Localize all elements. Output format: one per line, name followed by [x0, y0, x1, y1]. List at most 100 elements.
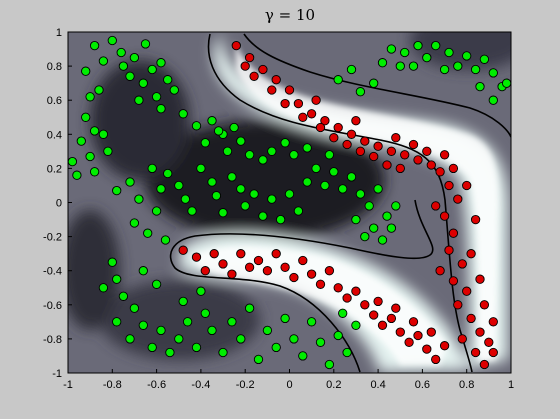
red-point-4 [284, 85, 295, 95]
green-point-124 [346, 64, 357, 75]
y-tick-label-9: -0.8 [43, 334, 62, 346]
red-point-63 [209, 249, 219, 259]
green-point-44 [134, 194, 144, 204]
red-point-5 [293, 98, 304, 109]
red-point-41 [448, 276, 459, 286]
green-point-37 [267, 146, 277, 156]
red-point-31 [408, 139, 419, 150]
y-tick-label-5: 0 [56, 198, 62, 210]
red-point-53 [475, 274, 485, 284]
green-point-20 [76, 136, 86, 146]
green-point-42 [112, 185, 122, 196]
green-point-81 [324, 150, 335, 160]
red-point-45 [475, 327, 485, 337]
x-tick-label-5: 0 [286, 379, 292, 391]
green-point-122 [151, 279, 162, 289]
green-point-28 [178, 109, 188, 119]
green-point-36 [258, 155, 268, 165]
green-point-64 [293, 206, 304, 216]
green-point-6 [140, 39, 151, 49]
green-point-143 [413, 40, 423, 51]
y-axis: 1 0.8 0.6 0.4 0.2 0 -0.2 -0.4 -0.6 -0.8 -1 [43, 27, 72, 380]
green-point-5 [129, 52, 140, 63]
green-point-69 [338, 184, 348, 194]
red-point-92 [426, 327, 436, 337]
green-point-71 [355, 189, 366, 199]
green-point-48 [151, 206, 162, 216]
green-point-141 [475, 81, 485, 92]
green-point-1 [89, 40, 100, 51]
green-point-88 [98, 283, 109, 293]
green-point-98 [182, 317, 193, 327]
green-point-116 [342, 347, 352, 358]
green-point-35 [244, 150, 255, 160]
green-point-132 [444, 47, 454, 58]
green-point-45 [147, 163, 157, 174]
red-point-40 [457, 259, 467, 269]
green-point-7 [147, 64, 157, 75]
green-point-91 [112, 317, 122, 327]
green-point-142 [439, 64, 450, 75]
green-point-137 [488, 68, 498, 78]
green-point-77 [360, 231, 370, 242]
red-point-48 [479, 359, 490, 370]
red-point-15 [426, 160, 436, 170]
red-point-51 [470, 214, 481, 225]
red-point-26 [395, 163, 405, 174]
green-point-78 [377, 235, 388, 245]
green-point-82 [302, 143, 312, 153]
green-point-119 [178, 296, 188, 307]
green-point-3 [107, 35, 117, 46]
green-point-30 [207, 116, 217, 126]
green-point-53 [207, 177, 217, 187]
green-point-106 [253, 354, 264, 365]
red-point-81 [369, 310, 379, 320]
red-point-55 [488, 317, 498, 327]
x-tick-label-6: 0.2 [326, 379, 341, 391]
green-point-4 [116, 47, 126, 58]
green-point-0 [81, 66, 91, 76]
green-point-59 [249, 189, 259, 199]
green-point-14 [134, 95, 144, 105]
green-point-10 [169, 85, 179, 95]
green-point-22 [103, 146, 113, 156]
green-point-131 [431, 40, 441, 51]
x-tick-label-8: 0.6 [415, 379, 430, 391]
red-point-73 [298, 255, 308, 266]
green-point-103 [227, 317, 237, 327]
green-point-115 [333, 330, 343, 341]
decision-boundary-upper [243, 33, 511, 138]
green-point-130 [422, 52, 432, 63]
green-point-27 [156, 104, 166, 114]
red-point-67 [244, 262, 255, 272]
red-point-79 [351, 286, 361, 296]
green-point-102 [218, 347, 228, 358]
red-point-27 [240, 61, 250, 71]
chart-title: γ = 10 [265, 6, 315, 24]
green-point-62 [275, 214, 286, 225]
green-point-94 [147, 342, 157, 353]
red-point-93 [439, 341, 450, 351]
x-tick-label-3: -0.4 [191, 379, 210, 391]
red-point-59 [435, 266, 445, 276]
green-point-134 [462, 51, 472, 61]
red-point-37 [439, 211, 450, 221]
red-point-82 [377, 320, 388, 330]
red-point-42 [462, 286, 472, 296]
red-point-65 [227, 269, 237, 279]
red-point-85 [404, 337, 414, 347]
red-point-23 [355, 146, 366, 156]
green-point-95 [156, 325, 166, 336]
red-point-88 [431, 354, 441, 365]
green-point-73 [373, 184, 383, 194]
red-point-58 [431, 201, 441, 211]
green-point-29 [191, 121, 202, 131]
red-point-56 [457, 334, 467, 344]
red-point-38 [448, 228, 459, 238]
red-point-50 [462, 180, 472, 191]
green-point-21 [98, 129, 109, 139]
green-point-25 [72, 170, 82, 180]
red-point-30 [391, 133, 401, 143]
green-point-23 [85, 151, 95, 162]
red-point-0 [231, 40, 241, 51]
